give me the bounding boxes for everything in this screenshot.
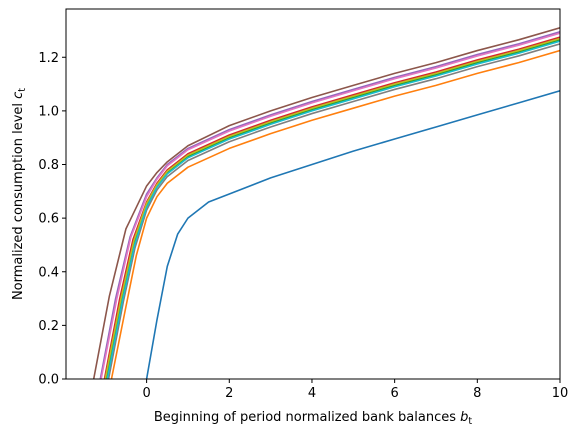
y-axis-label: Normalized consumption level ct <box>11 88 28 300</box>
series-line-7 <box>100 32 560 379</box>
series-line-4 <box>103 36 560 379</box>
series-line-8 <box>107 43 560 379</box>
y-tick-label: 0.6 <box>38 212 59 227</box>
series-line-6 <box>92 27 560 379</box>
y-tick-label: 1.2 <box>38 51 59 66</box>
x-tick-label: 6 <box>391 386 399 401</box>
series-line-9 <box>104 37 560 379</box>
y-tick-label: 0.4 <box>38 265 59 280</box>
y-tick-label: 0.8 <box>38 158 59 173</box>
y-tick-label: 0.2 <box>38 319 59 334</box>
x-tick-label: 0 <box>142 386 150 401</box>
plot-area-frame <box>65 8 561 380</box>
x-tick-label: 8 <box>473 386 481 401</box>
y-tick-label: 1.0 <box>38 104 59 119</box>
y-axis-ticks: 0.0 0.2 0.4 0.6 0.8 1.0 1.2 <box>38 51 66 388</box>
series-line-2 <box>110 49 560 379</box>
x-tick-label: 2 <box>225 386 233 401</box>
y-tick-label: 0.0 <box>38 373 59 388</box>
x-tick-label: 4 <box>308 386 316 401</box>
series-layer <box>92 27 560 379</box>
series-line-5 <box>99 31 560 379</box>
x-tick-label: 10 <box>552 386 569 401</box>
series-line-1 <box>145 90 560 379</box>
series-line-10 <box>106 40 560 379</box>
x-axis-ticks: 0 2 4 6 8 10 <box>142 379 568 401</box>
x-axis-label: Beginning of period normalized bank bala… <box>154 410 473 427</box>
